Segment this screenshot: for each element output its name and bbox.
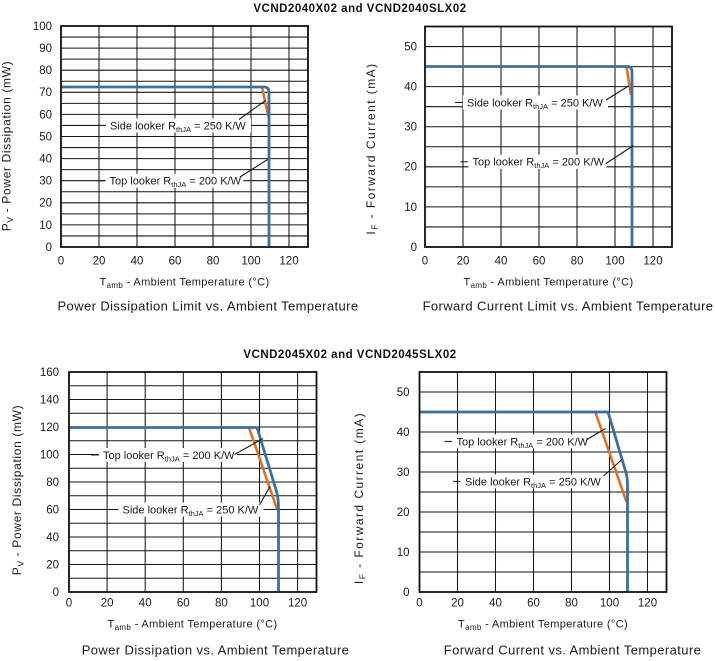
svg-text:Side looker RthJA​ = 250 K/W: Side looker RthJA​ = 250 K/W [465,476,601,490]
svg-text:Top looker RthJA​ = 200 K/W: Top looker RthJA​ = 200 K/W [110,176,242,190]
svg-text:40: 40 [131,256,144,268]
svg-text:10: 10 [404,202,417,214]
svg-text:60: 60 [169,256,182,268]
svg-text:100: 100 [605,256,624,268]
svg-text:IF​ - Forward Current (mA): IF​ - Forward Current (mA) [352,412,368,584]
svg-text:50: 50 [39,131,52,143]
svg-text:Tamb​ - Ambient Temperature (°: Tamb​ - Ambient Temperature (°C) [99,277,269,291]
svg-text:Power Dissipation Limit vs. Am: Power Dissipation Limit vs. Ambient Temp… [57,299,358,314]
svg-text:PV​ - Power Dissipation (mW): PV​ - Power Dissipation (mW) [0,61,15,232]
svg-text:70: 70 [39,87,52,99]
svg-text:100: 100 [241,256,260,268]
svg-text:30: 30 [404,122,417,134]
svg-text:120: 120 [643,256,662,268]
svg-text:80: 80 [46,477,59,489]
svg-text:50: 50 [404,41,417,53]
svg-text:0: 0 [422,256,428,268]
svg-text:0: 0 [46,242,52,254]
svg-text:20: 20 [457,256,470,268]
svg-text:40: 40 [489,598,502,610]
svg-text:20: 20 [46,559,59,571]
svg-text:40: 40 [495,256,508,268]
svg-text:120: 120 [638,598,657,610]
svg-text:Top looker RthJA​ = 200 K/W: Top looker RthJA​ = 200 K/W [457,436,589,450]
svg-text:40: 40 [397,427,410,439]
svg-text:40: 40 [39,154,52,166]
svg-text:50: 50 [397,387,410,399]
svg-text:40: 40 [139,598,152,610]
svg-text:Side looker RthJA​ = 250 K/W: Side looker RthJA​ = 250 K/W [123,504,259,518]
svg-text:VCND2045X02 and VCND2045SLX02: VCND2045X02 and VCND2045SLX02 [243,349,456,361]
svg-text:20: 20 [93,256,106,268]
svg-text:100: 100 [250,598,269,610]
svg-text:Tamb​ - Ambient Temperature (°: Tamb​ - Ambient Temperature (°C) [463,277,633,291]
svg-text:Tamb​ - Ambient Temperature (°: Tamb​ - Ambient Temperature (°C) [107,619,277,633]
svg-text:0: 0 [66,598,72,610]
svg-text:0: 0 [403,587,409,599]
svg-text:20: 20 [39,198,52,210]
svg-text:20: 20 [397,507,410,519]
svg-text:Side looker RthJA​ = 250 K/W: Side looker RthJA​ = 250 K/W [110,120,246,134]
svg-text:80: 80 [207,256,220,268]
svg-text:30: 30 [397,467,410,479]
svg-text:Forward Current vs. Ambient Te: Forward Current vs. Ambient Temperature [444,643,701,658]
svg-text:0: 0 [416,598,422,610]
svg-text:Forward Current Limit vs. Ambi: Forward Current Limit vs. Ambient Temper… [423,299,714,314]
svg-text:140: 140 [40,394,59,406]
svg-text:PV​ - Power Dissipation (mW): PV​ - Power Dissipation (mW) [10,405,26,576]
svg-text:80: 80 [565,598,578,610]
svg-text:80: 80 [571,256,584,268]
svg-text:Tamb​ - Ambient Temperature (°: Tamb​ - Ambient Temperature (°C) [458,619,628,633]
svg-text:60: 60 [46,504,59,516]
svg-text:0: 0 [53,587,59,599]
svg-text:120: 120 [279,256,298,268]
svg-text:Power Dissipation vs. Ambient: Power Dissipation vs. Ambient Temperatur… [82,643,350,658]
svg-text:0: 0 [58,256,64,268]
svg-text:160: 160 [40,367,59,379]
svg-text:120: 120 [40,422,59,434]
svg-text:20: 20 [101,598,114,610]
svg-text:60: 60 [533,256,546,268]
svg-text:100: 100 [600,598,619,610]
svg-text:60: 60 [527,598,540,610]
svg-text:60: 60 [39,109,52,121]
svg-text:10: 10 [39,220,52,232]
svg-text:90: 90 [39,43,52,55]
svg-text:80: 80 [39,65,52,77]
svg-text:0: 0 [411,242,417,254]
svg-text:40: 40 [46,532,59,544]
svg-text:80: 80 [215,598,228,610]
svg-text:20: 20 [404,162,417,174]
svg-text:Side looker RthJA​ = 250 K/W: Side looker RthJA​ = 250 K/W [467,97,603,111]
svg-text:20: 20 [451,598,464,610]
svg-text:120: 120 [288,598,307,610]
svg-text:30: 30 [39,176,52,188]
svg-text:IF​ - Forward Current (mA): IF​ - Forward Current (mA) [364,62,380,234]
svg-text:Top looker RthJA​ = 200 K/W: Top looker RthJA​ = 200 K/W [103,450,235,464]
svg-text:100: 100 [40,449,59,461]
svg-text:60: 60 [177,598,190,610]
svg-text:100: 100 [33,21,52,33]
svg-text:40: 40 [404,82,417,94]
svg-text:VCND2040X02 and VCND2040SLX02: VCND2040X02 and VCND2040SLX02 [253,3,466,15]
svg-text:Top looker RthJA​ = 200 K/W: Top looker RthJA​ = 200 K/W [473,157,605,171]
svg-text:10: 10 [397,547,410,559]
